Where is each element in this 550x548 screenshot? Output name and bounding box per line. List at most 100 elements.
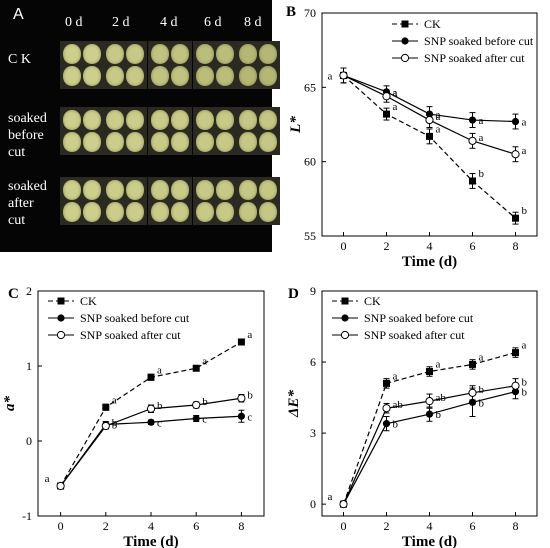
data-point-filled-circle: [237, 412, 245, 420]
potato-slice: [126, 132, 144, 152]
data-point-square: [426, 368, 433, 376]
significance-letter: a: [247, 329, 252, 341]
potato-slice: [106, 180, 124, 200]
legend-marker: [401, 20, 409, 28]
series-line: [60, 415, 242, 487]
potato-slice: [171, 202, 189, 222]
day-label-0: 0 d: [65, 15, 83, 30]
potato-slice: [259, 66, 277, 86]
potato-slice: [83, 202, 101, 222]
data-point-square: [469, 360, 476, 368]
row-label-soaked-before-cut: soaked before cut: [8, 111, 47, 160]
potato-slice: [239, 132, 257, 152]
significance-letter: a: [479, 351, 484, 363]
data-point-filled-circle: [425, 410, 434, 418]
significance-letter: a: [522, 340, 527, 352]
potato-slice: [171, 132, 189, 152]
day-label-8: 8 d: [244, 15, 262, 30]
x-tick-label: 4: [427, 519, 433, 533]
y-tick-label: 65: [304, 80, 316, 94]
y-axis-label: L*: [288, 116, 304, 134]
potato-slice: [63, 180, 81, 200]
significance-letter: b: [436, 409, 442, 421]
legend-label: CK: [364, 294, 381, 308]
potato-slice: [83, 66, 101, 86]
y-tick-label: 0: [310, 497, 316, 511]
legend-label: SNP soaked after cut: [364, 328, 465, 342]
significance-letter: a: [436, 123, 441, 135]
potato-slice: [151, 202, 169, 222]
potato-slice: [196, 132, 214, 152]
potato-slice: [106, 110, 124, 130]
x-axis-label: Time (d): [402, 534, 457, 548]
data-point-square: [102, 403, 110, 411]
x-tick-label: 4: [427, 239, 433, 253]
potato-slice: [196, 180, 214, 200]
legend-label: CK: [80, 294, 97, 308]
legend-label: SNP soaked before cut: [364, 311, 474, 325]
potato-slice: [63, 66, 81, 86]
data-point-filled-circle: [468, 116, 477, 124]
significance-letter: a: [202, 355, 207, 367]
legend-label: SNP soaked before cut: [424, 34, 534, 48]
data-point-square: [147, 373, 155, 381]
potato-slice: [259, 202, 277, 222]
potato-slice: [239, 180, 257, 200]
significance-letter: a: [436, 359, 441, 371]
y-axis-label: ΔE*: [286, 390, 302, 418]
significance-letter: b: [157, 400, 163, 412]
data-point-open-circle: [511, 150, 520, 159]
y-tick-label: 1: [26, 359, 32, 373]
potato-slice: [106, 202, 124, 222]
data-point-square: [383, 110, 390, 118]
y-tick-label: 55: [304, 229, 316, 243]
y-tick-label: -1: [22, 509, 32, 523]
y-tick-label: 3: [310, 426, 316, 440]
significance-letter: a: [436, 111, 441, 123]
data-point-open-circle: [425, 397, 434, 406]
potato-slice: [196, 44, 214, 64]
potato-slice: [83, 110, 101, 130]
x-tick-label: 8: [513, 239, 519, 253]
day-label-2: 2 d: [112, 15, 130, 30]
day-label-6: 6 d: [204, 15, 222, 30]
panel-letter-c: C: [8, 286, 19, 302]
data-point-open-circle: [511, 381, 520, 390]
significance-letter: b: [522, 205, 528, 217]
legend-marker: [57, 314, 65, 322]
data-point-filled-circle: [382, 420, 391, 428]
potato-slice: [106, 66, 124, 86]
potato-slice: [216, 110, 234, 130]
significance-letter: b: [522, 387, 528, 399]
data-point-open-circle: [382, 404, 391, 413]
x-tick-label: 8: [513, 519, 519, 533]
x-tick-label: 0: [341, 519, 347, 533]
potato-slice: [83, 44, 101, 64]
panel-letter-d: D: [288, 286, 299, 302]
significance-letter: a: [393, 87, 398, 99]
x-tick-label: 0: [341, 239, 347, 253]
x-tick-label: 2: [384, 239, 390, 253]
potato-slice: [151, 180, 169, 200]
y-tick-label: 0: [26, 434, 32, 448]
day-label-4: 4 d: [160, 15, 178, 30]
potato-slice: [106, 132, 124, 152]
data-point-open-circle: [101, 421, 110, 431]
data-point-open-circle: [146, 404, 156, 413]
legend-marker: [56, 330, 66, 340]
data-point-square: [512, 214, 519, 222]
x-tick-label: 8: [238, 519, 244, 533]
data-point-open-circle: [237, 394, 246, 403]
significance-letter: b: [112, 420, 118, 432]
potato-slice: [171, 66, 189, 86]
potato-slice: [151, 110, 169, 130]
y-axis-label: a*: [2, 396, 18, 412]
potato-slice: [106, 44, 124, 64]
data-point-open-circle: [192, 400, 201, 410]
photo-panel: A 0 d 2 d 4 d 6 d 8 d C K soaked before …: [0, 0, 280, 252]
significance-letter: c: [247, 411, 252, 423]
significance-letter: a: [522, 117, 527, 129]
data-point-square: [383, 379, 390, 387]
potato-slice: [171, 180, 189, 200]
